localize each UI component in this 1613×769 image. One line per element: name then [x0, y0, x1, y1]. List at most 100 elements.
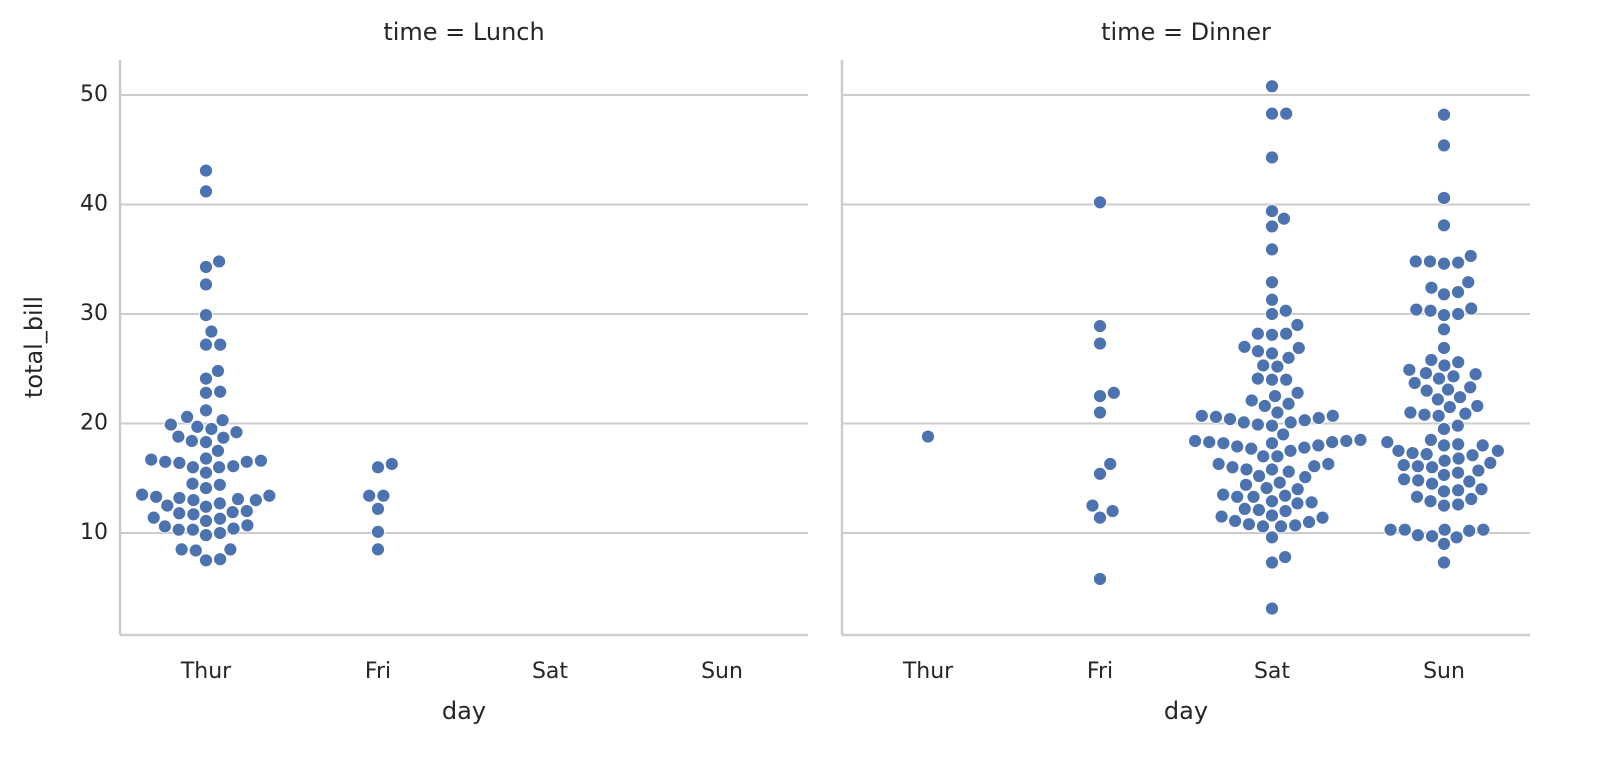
swarm-point	[1311, 438, 1326, 453]
swarm-point	[1423, 254, 1437, 269]
swarm-point	[262, 488, 277, 503]
swarm-point	[171, 522, 186, 537]
swarm-point	[1278, 550, 1293, 564]
swarm-point	[1214, 509, 1229, 524]
swarm-point	[1437, 555, 1451, 570]
swarm-point	[1274, 519, 1288, 534]
swarm-point	[362, 488, 377, 503]
swarm-point	[1437, 438, 1451, 453]
swarm-point	[1265, 372, 1279, 387]
swarm-point	[199, 481, 213, 495]
swarm-point	[254, 453, 268, 468]
swarm-point	[172, 491, 187, 505]
swarm-point	[199, 385, 213, 400]
swarm-point	[1437, 138, 1451, 153]
swarm-point	[213, 511, 227, 526]
swarm-point	[1265, 204, 1279, 218]
swarm-point	[172, 506, 187, 521]
swarm-point	[1391, 443, 1406, 458]
swarm-point	[1437, 308, 1451, 322]
swarm-point	[1453, 390, 1467, 405]
swarm-point	[1451, 437, 1466, 452]
swarm-point	[1239, 477, 1253, 492]
swarm-point	[1268, 389, 1282, 404]
swarm-point	[371, 524, 385, 539]
swarm-point	[1279, 372, 1294, 387]
swarm-point	[1419, 447, 1434, 462]
swarm-point	[1256, 358, 1271, 373]
swarm-point	[1290, 496, 1305, 511]
swarm-point	[1490, 443, 1505, 458]
swarm-point	[1211, 457, 1226, 471]
swarm-point	[1265, 494, 1279, 509]
swarm-point	[1265, 462, 1279, 477]
swarm-point	[1265, 150, 1279, 165]
swarm-point	[1290, 318, 1305, 332]
swarm-point	[1242, 517, 1256, 532]
swarm-point	[1437, 218, 1451, 233]
x-tick-label: Sun	[701, 659, 743, 684]
swarm-point	[1250, 371, 1265, 386]
x-tick-label: Sat	[1254, 659, 1290, 684]
swarm-point	[1458, 406, 1473, 421]
swarm-point	[135, 487, 149, 502]
swarm-point	[1402, 362, 1417, 377]
swarm-point	[1442, 400, 1457, 414]
swarm-point	[1265, 346, 1279, 361]
swarm-point	[190, 419, 205, 434]
swarm-point	[199, 277, 213, 292]
swarm-point	[1265, 327, 1279, 342]
swarm-point	[204, 422, 219, 436]
swarm-point	[1281, 464, 1296, 479]
swarm-point	[1432, 371, 1446, 386]
swarm-point	[188, 543, 203, 558]
swarm-point	[1250, 326, 1265, 341]
swarm-point	[1103, 457, 1118, 471]
swarm-point	[248, 493, 263, 508]
swarm-point	[1256, 519, 1270, 534]
swarm-point	[1437, 256, 1451, 271]
swarm-point	[1325, 408, 1340, 423]
swarm-point	[1411, 473, 1426, 488]
swarm-point	[1465, 448, 1480, 463]
swarm-point	[1423, 433, 1438, 447]
swarm-point	[1290, 482, 1305, 497]
swarm-point	[1251, 503, 1266, 517]
swarm-point	[1277, 211, 1291, 226]
swarm-point	[1302, 515, 1316, 529]
x-tick-label: Thur	[180, 659, 232, 684]
swarm-point	[1265, 436, 1279, 451]
swarm-point	[180, 410, 195, 424]
swarm-point	[1283, 443, 1298, 458]
swarm-point	[1468, 367, 1483, 382]
swarm-point	[226, 459, 241, 474]
swarm-point	[1449, 530, 1464, 545]
swarm-point	[226, 521, 241, 536]
swarm-point	[1307, 459, 1322, 474]
swarm-point	[921, 429, 935, 444]
x-tick-label: Thur	[902, 659, 954, 684]
swarm-point	[1283, 415, 1298, 430]
swarm-point	[199, 435, 213, 449]
swarm-point	[1216, 436, 1231, 451]
y-tick-label: 50	[80, 82, 108, 107]
swarm-point	[1237, 501, 1252, 516]
x-tick-label: Fri	[365, 659, 391, 684]
swarm-point	[199, 451, 213, 466]
swarm-point	[204, 324, 219, 339]
swarm-point	[1265, 275, 1279, 290]
swarm-point	[1464, 492, 1479, 506]
swarm-point	[185, 460, 200, 475]
x-tick-label: Sun	[1423, 659, 1465, 684]
swarm-point	[1451, 451, 1466, 466]
swarm-point	[213, 337, 228, 352]
swarm-point	[1252, 469, 1266, 483]
swarm-point	[199, 163, 213, 178]
y-tick-label: 10	[80, 520, 108, 545]
x-tick-label: Fri	[1087, 659, 1113, 684]
x-tick-label: Sat	[532, 659, 568, 684]
swarm-point	[1105, 504, 1120, 518]
swarm-point	[1437, 322, 1451, 337]
swarm-point	[212, 477, 227, 492]
